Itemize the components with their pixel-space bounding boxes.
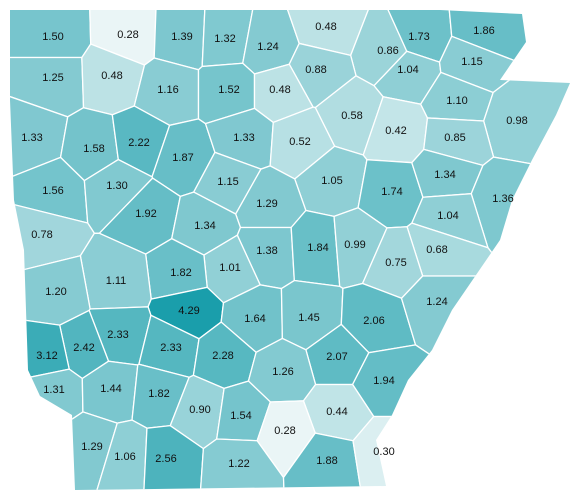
county-value: 1.38 <box>256 245 277 257</box>
county-value: 1.52 <box>218 84 239 96</box>
county-value: 1.82 <box>148 388 169 400</box>
county-value: 1.06 <box>114 451 135 463</box>
county-value: 2.06 <box>363 315 384 327</box>
county-value: 1.54 <box>230 410 251 422</box>
county-value: 0.48 <box>315 21 336 33</box>
county-value: 0.98 <box>506 115 527 127</box>
county-value: 1.20 <box>45 286 66 298</box>
county-value: 1.11 <box>106 275 127 287</box>
county-value: 1.24 <box>426 296 447 308</box>
county-value: 1.30 <box>106 180 127 192</box>
county-value: 0.48 <box>269 84 290 96</box>
county-value: 1.04 <box>437 210 458 222</box>
county-value: 1.32 <box>214 33 235 45</box>
county-value: 2.33 <box>107 329 128 341</box>
labels: 1.50 0.28 1.39 1.32 1.24 0.48 0.86 1.73 1.86 1.25… <box>21 21 527 470</box>
county-value: 1.94 <box>373 375 394 387</box>
county-value: 0.88 <box>305 64 326 76</box>
county-value: 0.90 <box>189 404 210 416</box>
county-value: 1.36 <box>492 193 513 205</box>
county-value: 1.24 <box>257 41 278 53</box>
county-value: 1.73 <box>408 31 429 43</box>
county-value: 0.52 <box>289 136 310 148</box>
county-value: 0.85 <box>444 132 465 144</box>
county-value: 1.82 <box>170 267 191 279</box>
county-value: 1.15 <box>461 56 482 68</box>
county-value: 0.68 <box>426 244 447 256</box>
county-value: 1.26 <box>272 366 293 378</box>
county-value: 1.01 <box>219 262 240 274</box>
county-value: 0.78 <box>31 229 52 241</box>
county-value: 1.25 <box>42 72 63 84</box>
county-value: 1.34 <box>194 220 215 232</box>
county-value: 1.44 <box>100 383 121 395</box>
county-value: 1.05 <box>321 175 342 187</box>
county-value: 1.15 <box>217 176 238 188</box>
county-value: 2.56 <box>155 453 176 465</box>
county-value: 1.74 <box>381 186 402 198</box>
county-value: 0.28 <box>274 425 295 437</box>
county-value: 0.44 <box>326 406 347 418</box>
county-value: 1.88 <box>316 455 337 467</box>
county-value: 0.28 <box>117 29 138 41</box>
county-value: 1.92 <box>135 208 156 220</box>
county-value: 1.45 <box>298 312 319 324</box>
county-value: 1.10 <box>446 95 467 107</box>
county-value: 0.58 <box>341 110 362 122</box>
county-value: 1.31 <box>43 384 64 396</box>
county-value: 1.04 <box>397 64 418 76</box>
county-value: 1.39 <box>171 31 192 43</box>
county-value: 0.99 <box>344 239 365 251</box>
county-value: 2.22 <box>128 137 149 149</box>
county-value: 1.22 <box>228 458 249 470</box>
county-value: 1.86 <box>473 25 494 37</box>
county-value: 0.42 <box>385 125 406 137</box>
county-value: 1.34 <box>434 169 455 181</box>
county-value: 1.58 <box>83 143 104 155</box>
county <box>10 368 84 469</box>
county-value: 1.64 <box>244 313 265 325</box>
county-value: 0.86 <box>377 45 398 57</box>
county <box>10 10 92 59</box>
county-value: 1.33 <box>21 132 42 144</box>
county-value: 0.30 <box>373 446 394 458</box>
county-value: 1.29 <box>256 198 277 210</box>
county-value: 4.29 <box>178 305 199 317</box>
county-value: 2.07 <box>326 351 347 363</box>
county <box>352 415 570 490</box>
county-value: 2.42 <box>73 342 94 354</box>
county-value: 1.87 <box>172 152 193 164</box>
county-value: 1.56 <box>42 185 63 197</box>
county-value: 2.33 <box>160 342 181 354</box>
county-value: 1.84 <box>307 242 328 254</box>
county-value: 1.50 <box>42 31 63 43</box>
county-value: 1.33 <box>233 132 254 144</box>
county-value: 1.29 <box>81 441 102 453</box>
county-value: 1.16 <box>157 84 178 96</box>
county-value: 0.75 <box>385 257 406 269</box>
county <box>470 156 570 319</box>
county-value: 3.12 <box>36 350 57 362</box>
county-value: 0.48 <box>101 70 122 82</box>
county-value: 2.28 <box>212 350 233 362</box>
